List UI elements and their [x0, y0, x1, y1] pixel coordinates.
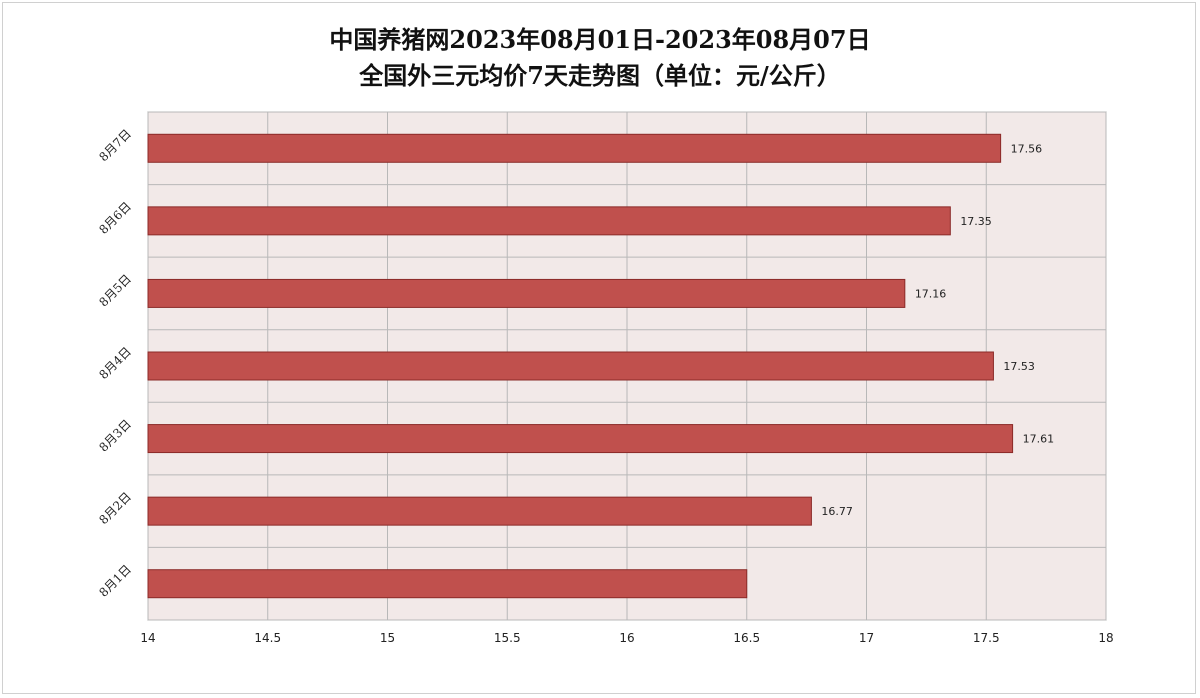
x-tick-label: 15.5: [494, 631, 521, 645]
x-tick-label: 14: [140, 631, 155, 645]
y-category-label: 8月1日: [96, 562, 134, 600]
data-label: 17.16: [915, 287, 947, 300]
data-label: 16.77: [821, 505, 853, 518]
data-label: 17.61: [1023, 433, 1055, 446]
y-category-label: 8月4日: [96, 344, 134, 382]
y-category-label: 8月5日: [96, 272, 134, 310]
bar: [147, 133, 1002, 163]
data-label: 17.35: [960, 215, 992, 228]
y-category-label: 8月7日: [96, 127, 134, 165]
y-category-label: 8月3日: [96, 417, 134, 455]
bar: [147, 569, 748, 599]
bar: [147, 206, 951, 236]
y-category-label: 8月6日: [96, 199, 134, 237]
chart-subtitle: 全国外三元均价7天走势图（单位：元/公斤）: [359, 61, 841, 90]
bar: [147, 496, 812, 526]
x-tick-label: 14.5: [254, 631, 281, 645]
x-tick-label: 16: [619, 631, 634, 645]
data-label: 17.56: [1011, 142, 1043, 155]
bar: [147, 424, 1014, 454]
chart-title: 中国养猪网2023年08月01日-2023年08月07日: [329, 25, 871, 54]
bar: [147, 278, 906, 308]
bar: [147, 351, 994, 381]
y-category-label: 8月2日: [96, 489, 134, 527]
x-tick-label: 17: [859, 631, 874, 645]
x-tick-label: 16.5: [733, 631, 760, 645]
x-tick-label: 17.5: [973, 631, 1000, 645]
x-tick-label: 18: [1098, 631, 1113, 645]
x-tick-label: 15: [380, 631, 395, 645]
data-label: 17.53: [1003, 360, 1035, 373]
